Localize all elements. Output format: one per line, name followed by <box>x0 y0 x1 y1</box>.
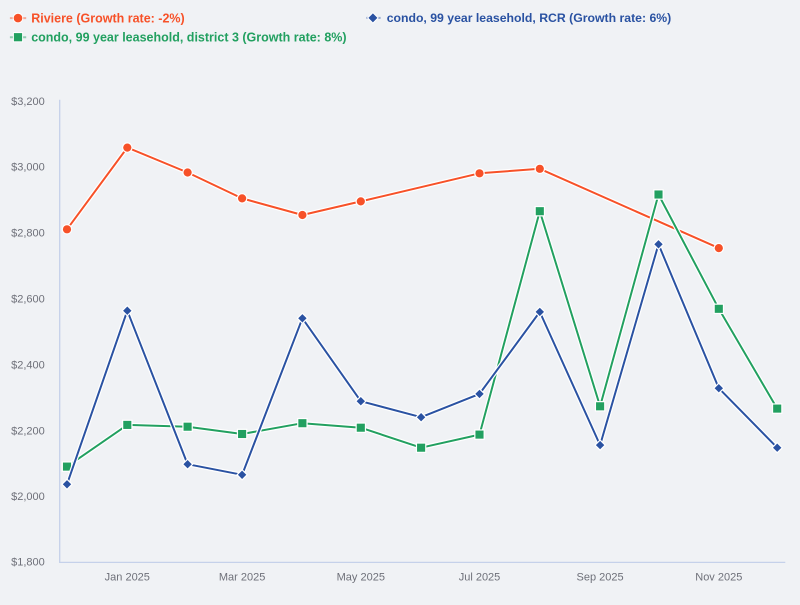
svg-text:$2,400: $2,400 <box>11 359 45 371</box>
svg-text:condo, 99 year leasehold, dist: condo, 99 year leasehold, district 3 (Gr… <box>31 31 346 45</box>
svg-text:Jul 2025: Jul 2025 <box>459 572 501 584</box>
svg-text:Riviere (Growth rate: -2%): Riviere (Growth rate: -2%) <box>31 11 185 25</box>
svg-text:Nov 2025: Nov 2025 <box>695 572 742 584</box>
svg-text:condo, 99 year leasehold, RCR: condo, 99 year leasehold, RCR (Growth ra… <box>387 11 672 25</box>
svg-text:May 2025: May 2025 <box>337 572 385 584</box>
svg-text:$3,200: $3,200 <box>11 96 45 108</box>
svg-text:$2,000: $2,000 <box>11 491 45 503</box>
svg-text:$3,000: $3,000 <box>11 162 45 174</box>
svg-text:$2,800: $2,800 <box>11 228 45 240</box>
svg-text:Sep 2025: Sep 2025 <box>577 572 624 584</box>
svg-text:Mar 2025: Mar 2025 <box>219 572 265 584</box>
svg-text:Jan 2025: Jan 2025 <box>105 572 150 584</box>
svg-text:$1,800: $1,800 <box>11 556 45 568</box>
svg-text:$2,200: $2,200 <box>11 425 45 437</box>
svg-text:$2,600: $2,600 <box>11 294 45 306</box>
